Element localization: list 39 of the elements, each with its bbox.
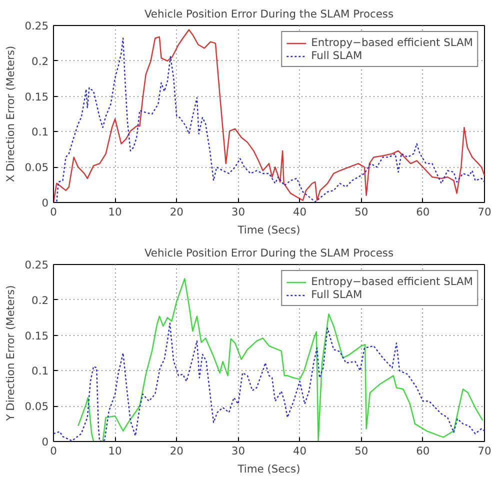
x-tick-label: 20 bbox=[170, 206, 184, 218]
chart-title: Vehicle Position Error During the SLAM Process bbox=[144, 8, 394, 20]
x-tick-label: 30 bbox=[231, 444, 246, 458]
x-tick-label: 0 bbox=[50, 444, 58, 458]
x-tick-label: 30 bbox=[231, 206, 246, 218]
x-tick-label: 0 bbox=[50, 206, 58, 218]
legend-label: Full SLAM bbox=[311, 49, 362, 62]
x-tick-label: 50 bbox=[354, 206, 368, 218]
chart-title: Vehicle Position Error During the SLAM Process bbox=[144, 246, 394, 260]
x-axis-title: Time (Secs) bbox=[236, 224, 300, 236]
y-tick-label: 0.25 bbox=[24, 258, 49, 272]
x-tick-label: 10 bbox=[108, 444, 122, 458]
y-tick-label: 0.15 bbox=[24, 329, 49, 342]
y-tick-label: 0.25 bbox=[24, 20, 49, 32]
y-tick-label: 0.2 bbox=[32, 54, 49, 68]
x-tick-label: 60 bbox=[416, 206, 430, 218]
y-tick-label: 0.1 bbox=[32, 126, 49, 139]
x-tick-label: 70 bbox=[478, 206, 492, 218]
y-tick-label: 0 bbox=[42, 196, 49, 210]
y-tick-label: 0.1 bbox=[32, 364, 49, 378]
legend-label: Entropy−based efficient SLAM bbox=[311, 275, 473, 288]
x-tick-label: 20 bbox=[170, 444, 184, 458]
x-tick-label: 50 bbox=[354, 444, 368, 458]
x-tick-label: 60 bbox=[416, 444, 430, 458]
x-tick-label: 70 bbox=[478, 444, 492, 458]
y-axis-title: Y Direction Error (Meters) bbox=[4, 285, 17, 422]
y-tick-label: 0.05 bbox=[24, 161, 49, 174]
y-axis-title: X Direction Error (Meters) bbox=[4, 46, 17, 182]
y-tick-label: 0.15 bbox=[24, 90, 49, 104]
y-tick-label: 0.2 bbox=[32, 294, 49, 307]
legend-label: Entropy−based efficient SLAM bbox=[311, 36, 473, 49]
legend-label: Full SLAM bbox=[311, 288, 362, 301]
x-tick-label: 40 bbox=[293, 444, 307, 458]
y-tick-label: 0 bbox=[42, 436, 49, 448]
x-tick-label: 40 bbox=[293, 206, 307, 218]
line-series bbox=[78, 278, 484, 442]
x-tick-label: 10 bbox=[108, 206, 122, 218]
y-tick-label: 0.05 bbox=[24, 400, 49, 414]
x-axis-title: Time (Secs) bbox=[236, 462, 300, 476]
